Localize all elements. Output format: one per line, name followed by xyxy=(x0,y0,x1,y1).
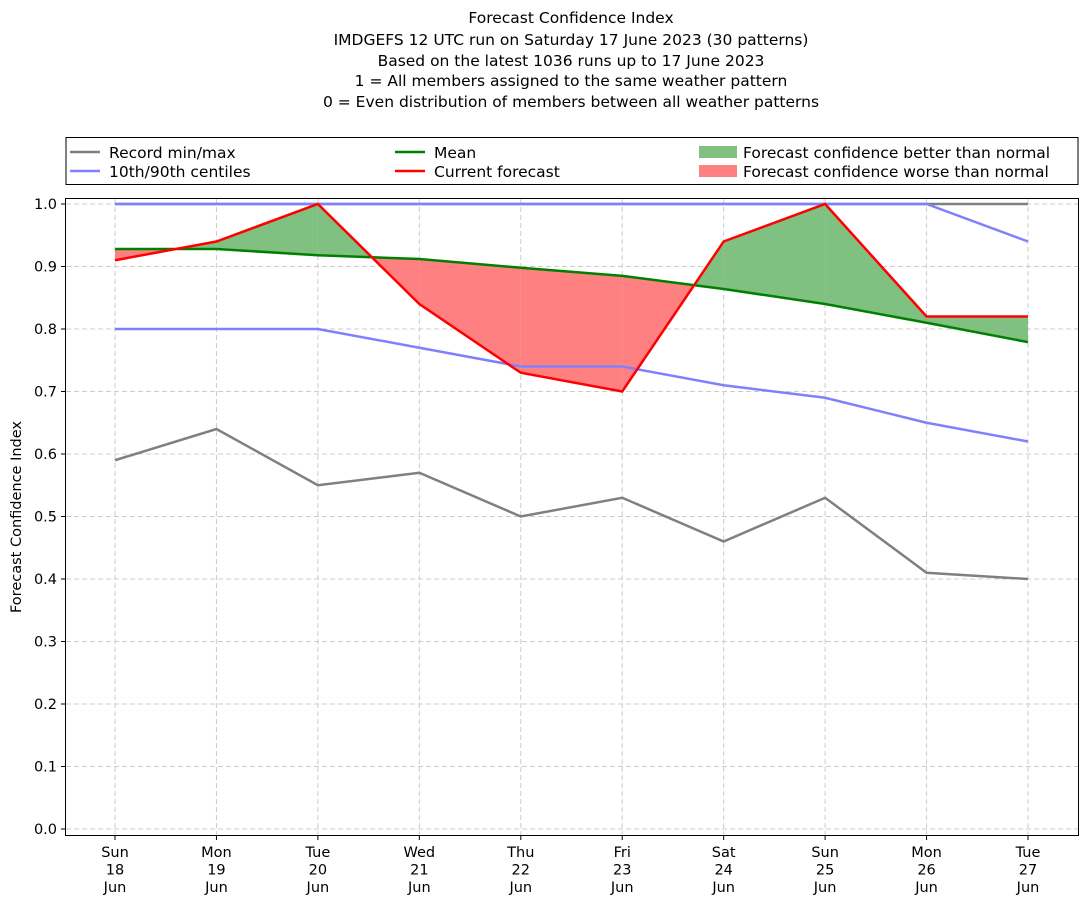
x-tick-label: 18 xyxy=(106,863,124,879)
y-tick-label: 0.4 xyxy=(34,572,57,588)
x-tick-label: Mon xyxy=(201,845,232,861)
x-axis: Sun18JunMon19JunTue20JunWed21JunThu22Jun… xyxy=(101,835,1041,896)
title-line-1: Forecast Confidence Index xyxy=(468,9,673,27)
x-tick-label: Jun xyxy=(204,880,228,896)
fill-better-than-normal xyxy=(216,204,318,256)
fill-better-than-normal xyxy=(926,316,1028,343)
fill-better-than-normal xyxy=(723,204,826,304)
y-tick-label: 0.7 xyxy=(34,385,57,401)
legend-label: Record min/max xyxy=(109,144,236,162)
x-tick-label: Jun xyxy=(508,880,532,896)
series-line-90th-centile xyxy=(115,202,1029,243)
x-tick-label: 25 xyxy=(816,863,834,879)
x-tick-label: Wed xyxy=(404,845,436,861)
x-tick-label: 19 xyxy=(207,863,225,879)
fill-worse-than-normal xyxy=(520,267,623,392)
x-tick-label: Sun xyxy=(101,845,129,861)
x-tick-label: Jun xyxy=(103,880,127,896)
legend-swatch xyxy=(699,146,737,158)
y-tick-label: 1.0 xyxy=(34,197,57,213)
x-tick-label: 26 xyxy=(917,863,935,879)
title-line-2: IMDGEFS 12 UTC run on Saturday 17 June 2… xyxy=(334,31,809,49)
y-tick-label: 0.9 xyxy=(34,260,57,276)
legend-label: 10th/90th centiles xyxy=(109,163,251,181)
x-tick-label: 20 xyxy=(309,863,327,879)
title-line-5: 0 = Even distribution of members between… xyxy=(323,93,819,111)
series-line-current-forecast xyxy=(114,202,1028,393)
x-tick-label: 23 xyxy=(613,863,631,879)
x-tick-label: Thu xyxy=(506,845,534,861)
series-line-10th-centile xyxy=(115,327,1029,443)
x-tick-label: Jun xyxy=(711,880,735,896)
x-tick-label: Fri xyxy=(614,845,631,861)
legend-label: Mean xyxy=(434,144,476,162)
x-tick-label: 24 xyxy=(714,863,732,879)
y-axis-label: Forecast Confidence Index xyxy=(9,421,25,613)
y-tick-label: 0.1 xyxy=(34,760,57,776)
x-tick-label: 21 xyxy=(410,863,428,879)
x-tick-label: Tue xyxy=(1015,845,1041,861)
x-tick-label: Sat xyxy=(712,845,736,861)
fill-worse-than-normal xyxy=(622,275,695,392)
legend-box xyxy=(65,137,1079,185)
title-line-4: 1 = All members assigned to the same wea… xyxy=(355,72,788,90)
x-tick-label: 27 xyxy=(1019,863,1037,879)
y-axis: 0.0 0.1 0.2 0.3 0.4 0.5 0.6 0.7 0.8 0.9 1.0 xyxy=(34,197,66,838)
series-line-mean xyxy=(115,247,1029,344)
y-tick-label: 0.0 xyxy=(34,822,57,838)
y-tick-label: 0.8 xyxy=(34,322,57,338)
x-tick-label: Jun xyxy=(610,880,634,896)
x-tick-label: Jun xyxy=(407,880,431,896)
legend-swatch xyxy=(699,165,737,177)
fill-areas xyxy=(115,204,1028,392)
x-tick-label: Jun xyxy=(1016,880,1040,896)
fill-worse-than-normal xyxy=(419,259,521,373)
legend-label: Current forecast xyxy=(434,163,560,181)
x-tick-label: Tue xyxy=(304,845,330,861)
legend-label: Forecast confidence worse than normal xyxy=(743,163,1049,181)
y-tick-label: 0.2 xyxy=(34,697,57,713)
x-tick-label: Mon xyxy=(911,845,942,861)
y-tick-label: 0.3 xyxy=(34,635,57,651)
x-tick-label: 22 xyxy=(512,863,530,879)
x-tick-label: Sun xyxy=(811,845,839,861)
chart-title: Forecast Confidence Index IMDGEFS 12 UTC… xyxy=(323,9,819,111)
x-tick-label: Jun xyxy=(306,880,330,896)
x-tick-label: Jun xyxy=(813,880,837,896)
series-lines xyxy=(114,202,1029,581)
y-tick-label: 0.6 xyxy=(34,447,57,463)
series-line-record-min xyxy=(114,427,1029,581)
title-line-3: Based on the latest 1036 runs up to 17 J… xyxy=(378,52,765,70)
y-tick-label: 0.5 xyxy=(34,510,57,526)
x-tick-label: Jun xyxy=(914,880,938,896)
legend-label: Forecast confidence better than normal xyxy=(743,144,1050,162)
